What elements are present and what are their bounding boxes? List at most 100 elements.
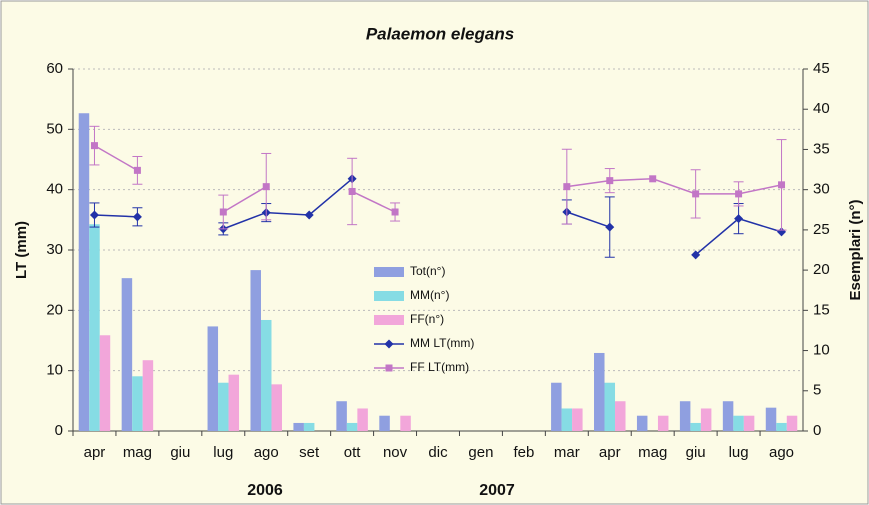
bar	[551, 382, 562, 431]
marker	[605, 222, 615, 232]
y2-axis-title: Esemplari (n°)	[847, 199, 864, 300]
bar	[594, 352, 605, 431]
line	[94, 178, 782, 256]
y-tick-label: 40	[46, 181, 63, 198]
bar	[271, 384, 282, 431]
x-tick-label: giu	[170, 444, 190, 461]
bar	[207, 326, 219, 431]
marker	[348, 187, 356, 195]
legend-swatch	[374, 267, 404, 277]
x-tick-label: ago	[769, 444, 794, 461]
bar	[700, 408, 712, 431]
marker	[563, 183, 571, 191]
y2-tick-label: 0	[813, 422, 821, 439]
marker	[734, 214, 744, 224]
legend-marker	[384, 339, 394, 349]
bar	[604, 382, 616, 431]
marker	[90, 142, 98, 150]
marker	[89, 210, 99, 220]
legend-swatch	[374, 291, 404, 301]
x-tick-label: mag	[123, 444, 152, 461]
x-tick-label: gen	[468, 444, 493, 461]
x-tick-label: lug	[213, 444, 233, 461]
y2-tick-label: 15	[813, 301, 830, 318]
bar	[121, 278, 133, 431]
bar	[679, 401, 691, 431]
marker	[132, 212, 142, 222]
x-tick-label: ott	[344, 444, 362, 461]
bar	[776, 422, 787, 431]
bar	[99, 335, 111, 431]
bar	[743, 415, 755, 431]
y2-tick-label: 40	[813, 100, 830, 117]
x-tick-label: mar	[554, 444, 580, 461]
bar	[615, 401, 626, 431]
y2-tick-label: 30	[813, 181, 830, 198]
y-tick-label: 50	[46, 120, 63, 137]
legend-label: FF(n°)	[410, 312, 444, 326]
x-tick-label: nov	[383, 444, 408, 461]
y-tick-label: 10	[46, 362, 63, 379]
y2-tick-label: 25	[813, 221, 830, 238]
x-tick-label: ago	[254, 444, 279, 461]
marker	[219, 208, 227, 216]
legend-label: Tot(n°)	[410, 264, 445, 278]
y-tick-label: 60	[46, 60, 63, 77]
x-tick-label: feb	[513, 444, 534, 461]
marker	[778, 181, 786, 189]
marker	[692, 190, 700, 198]
x-tick-label: lug	[729, 444, 749, 461]
legend-marker	[385, 364, 393, 372]
bar	[89, 224, 100, 431]
x-tick-label: set	[299, 444, 320, 461]
line	[94, 144, 782, 213]
marker	[133, 166, 141, 174]
legend-swatch	[374, 315, 404, 325]
marker	[735, 190, 743, 198]
bar	[690, 422, 701, 431]
marker	[391, 208, 399, 216]
legend-label: MM LT(mm)	[410, 336, 474, 350]
bar	[379, 415, 390, 431]
bar	[786, 415, 798, 431]
x-tick-label: apr	[599, 444, 621, 461]
bar	[260, 319, 272, 431]
y2-tick-label: 35	[813, 140, 830, 157]
bar	[572, 408, 583, 431]
y2-tick-label: 20	[813, 261, 830, 278]
bar	[733, 415, 744, 431]
bar	[218, 382, 229, 431]
bar	[657, 415, 669, 431]
bar	[722, 401, 734, 431]
chart-title: Palaemon elegans	[366, 24, 514, 43]
bar	[336, 401, 347, 431]
y-tick-label: 30	[46, 241, 63, 258]
bar	[765, 407, 777, 431]
bar	[228, 374, 240, 431]
year-label: 2007	[479, 482, 515, 499]
bar	[293, 422, 304, 431]
bar	[561, 408, 573, 431]
x-tick-label: apr	[84, 444, 106, 461]
marker	[262, 183, 270, 191]
marker	[304, 210, 314, 220]
bar	[142, 360, 154, 431]
bar	[346, 422, 358, 431]
y2-tick-label: 10	[813, 342, 830, 359]
y2-tick-label: 5	[813, 382, 821, 399]
x-tick-label: dic	[428, 444, 448, 461]
x-tick-label: giu	[686, 444, 706, 461]
y-tick-label: 20	[46, 301, 63, 318]
bar	[400, 415, 411, 431]
bar	[357, 408, 368, 431]
marker	[606, 177, 614, 185]
bar	[132, 376, 143, 431]
bar	[636, 415, 648, 431]
y-tick-label: 0	[55, 422, 63, 439]
legend-label: MM(n°)	[410, 288, 449, 302]
bar	[250, 270, 261, 431]
bar	[78, 113, 90, 431]
x-tick-label: mag	[638, 444, 667, 461]
year-label: 2006	[247, 482, 283, 499]
